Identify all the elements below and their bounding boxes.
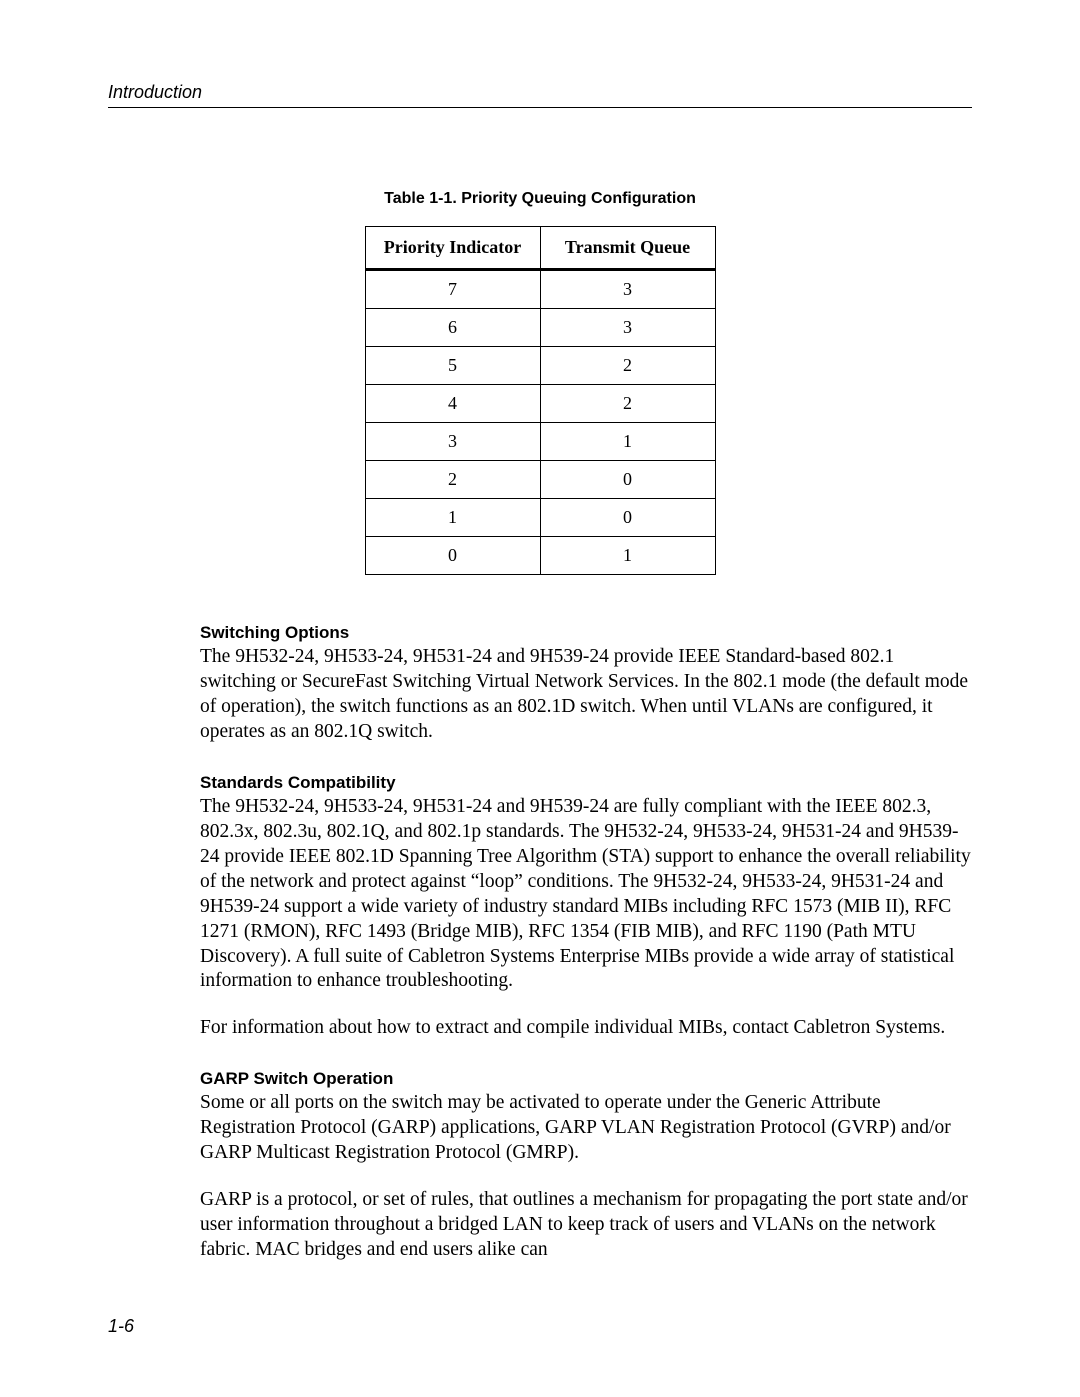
cell-queue: 2	[540, 385, 715, 423]
table-row: 63	[365, 309, 715, 347]
cell-queue: 3	[540, 309, 715, 347]
page-header-rule: Introduction	[108, 82, 972, 108]
table-header-row: Priority Indicator Transmit Queue	[365, 227, 715, 270]
cell-queue: 0	[540, 461, 715, 499]
cell-queue: 2	[540, 347, 715, 385]
para-garp-2: GARP is a protocol, or set of rules, tha…	[200, 1188, 972, 1263]
table-row: 10	[365, 499, 715, 537]
table-caption: Table 1-1. Priority Queuing Configuratio…	[108, 190, 972, 208]
cell-priority: 4	[365, 385, 540, 423]
table-row: 52	[365, 347, 715, 385]
cell-priority: 5	[365, 347, 540, 385]
table-row: 01	[365, 537, 715, 575]
priority-queuing-table: Priority Indicator Transmit Queue 73 63 …	[365, 226, 716, 575]
section-switching: Switching Options The 9H532-24, 9H533-24…	[200, 623, 972, 745]
page-header-section: Introduction	[108, 82, 972, 103]
section-standards: Standards Compatibility The 9H532-24, 9H…	[200, 773, 972, 1042]
section-garp: GARP Switch Operation Some or all ports …	[200, 1069, 972, 1263]
cell-queue: 1	[540, 423, 715, 461]
col-header-queue: Transmit Queue	[540, 227, 715, 270]
page-number: 1-6	[108, 1316, 134, 1337]
table-row: 31	[365, 423, 715, 461]
cell-priority: 3	[365, 423, 540, 461]
cell-queue: 1	[540, 537, 715, 575]
table-row: 73	[365, 270, 715, 309]
para-standards-2: For information about how to extract and…	[200, 1016, 972, 1041]
para-standards-1: The 9H532-24, 9H533-24, 9H531-24 and 9H5…	[200, 795, 972, 995]
cell-queue: 3	[540, 270, 715, 309]
col-header-priority: Priority Indicator	[365, 227, 540, 270]
table-row: 42	[365, 385, 715, 423]
table-body: 73 63 52 42 31 20 10 01	[365, 270, 715, 575]
table-row: 20	[365, 461, 715, 499]
page: Introduction Table 1-1. Priority Queuing…	[0, 0, 1080, 1351]
heading-standards: Standards Compatibility	[200, 773, 972, 793]
content-body: Switching Options The 9H532-24, 9H533-24…	[200, 623, 972, 1263]
priority-table-wrap: Priority Indicator Transmit Queue 73 63 …	[108, 226, 972, 575]
heading-garp: GARP Switch Operation	[200, 1069, 972, 1089]
cell-priority: 2	[365, 461, 540, 499]
para-garp-1: Some or all ports on the switch may be a…	[200, 1091, 972, 1166]
cell-priority: 6	[365, 309, 540, 347]
cell-queue: 0	[540, 499, 715, 537]
para-switching-1: The 9H532-24, 9H533-24, 9H531-24 and 9H5…	[200, 645, 972, 745]
heading-switching: Switching Options	[200, 623, 972, 643]
cell-priority: 0	[365, 537, 540, 575]
cell-priority: 7	[365, 270, 540, 309]
cell-priority: 1	[365, 499, 540, 537]
